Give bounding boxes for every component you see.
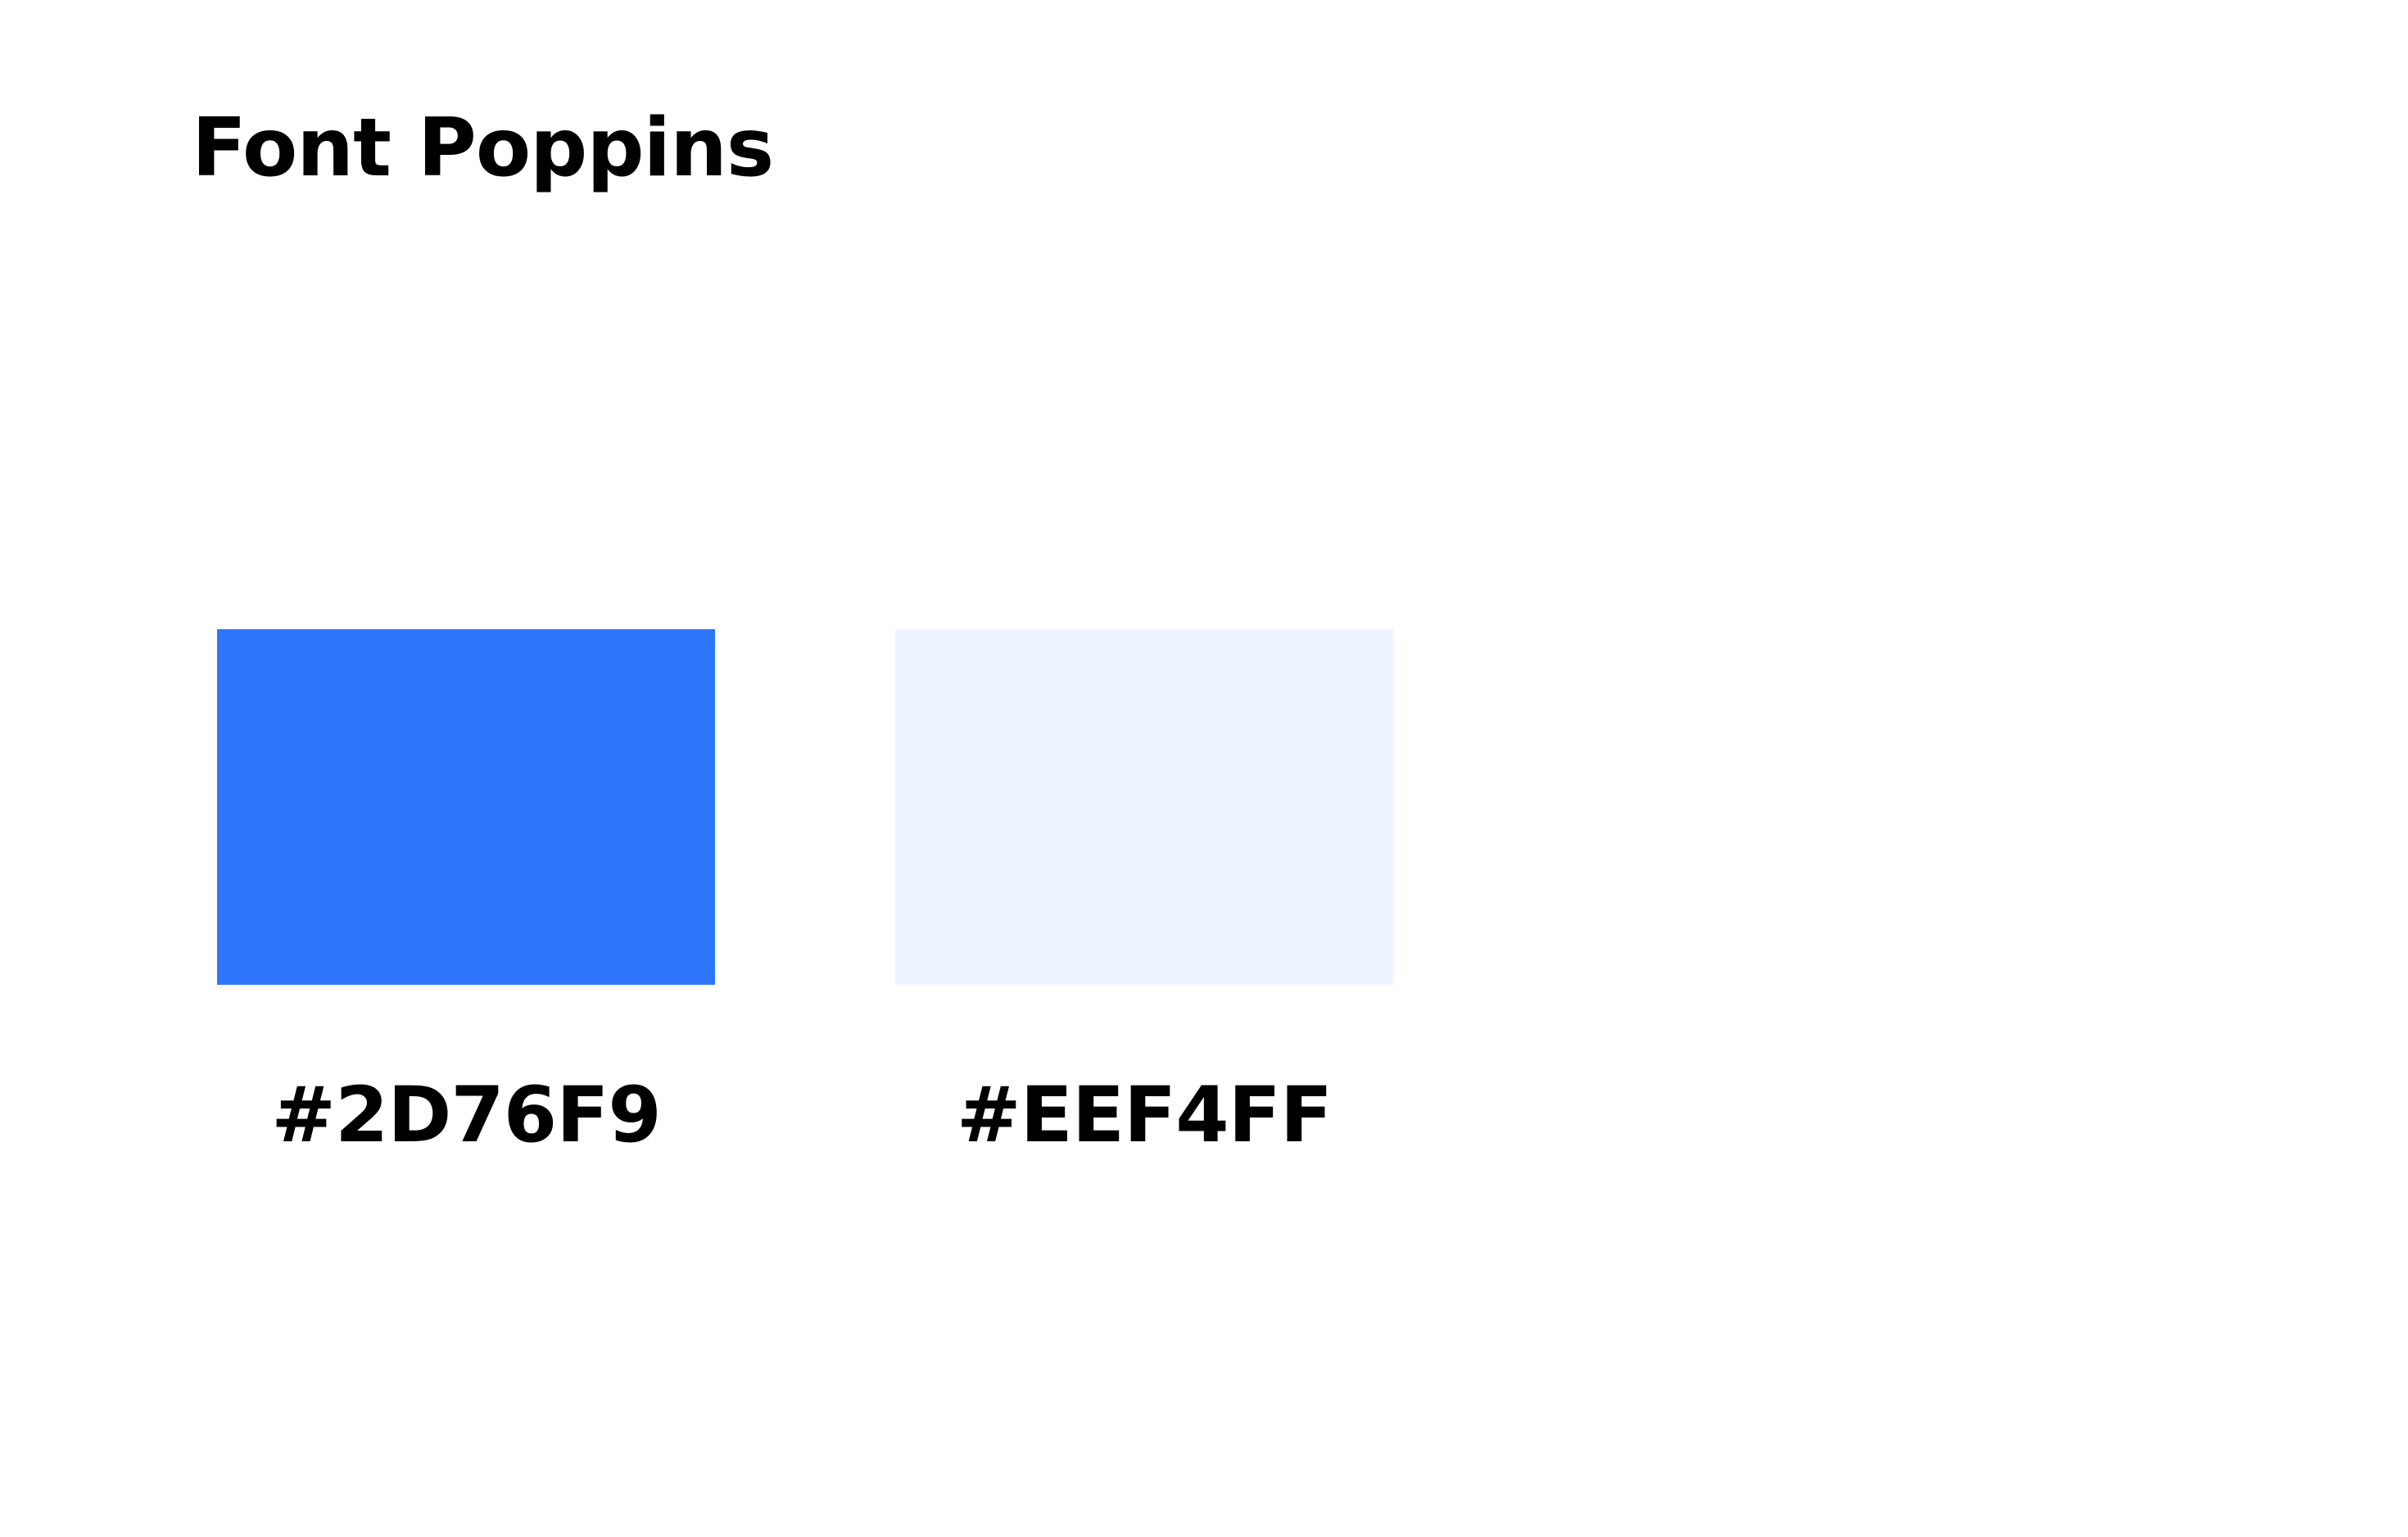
color-swatch-light — [895, 629, 1393, 985]
color-hex-label-primary: #2D76F9 — [271, 1071, 662, 1160]
color-hex-label-light: #EEF4FF — [956, 1071, 1333, 1160]
page-title: Font Poppins — [192, 102, 774, 195]
color-swatch-primary — [217, 629, 715, 985]
